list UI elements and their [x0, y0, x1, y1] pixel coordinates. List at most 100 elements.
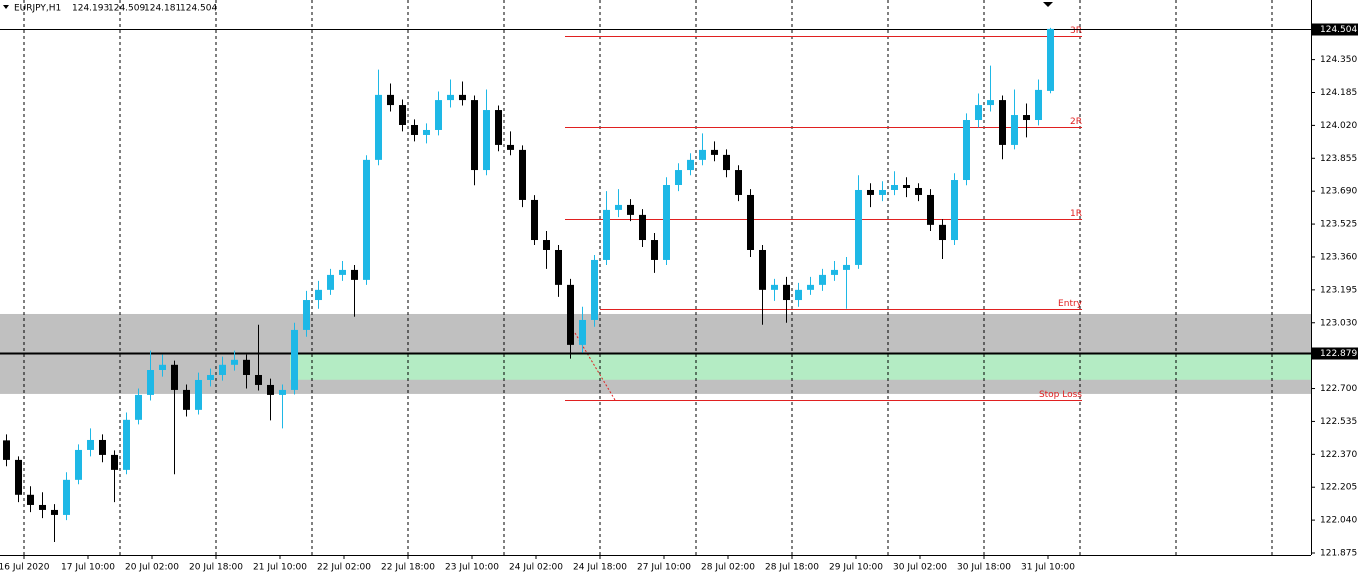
candle-body [147, 370, 154, 395]
y-tick-label: 123.360 [1320, 252, 1357, 262]
candle-body [351, 269, 358, 280]
x-tick-label: 24 Jul 18:00 [573, 563, 627, 573]
x-tick-label: 29 Jul 10:00 [829, 563, 883, 573]
candle-body [855, 189, 862, 265]
candle-body [663, 185, 670, 260]
candle-body [519, 149, 526, 200]
candle-body [111, 454, 118, 470]
candle-body [219, 364, 226, 375]
candle-body [267, 384, 274, 395]
candle-body [1047, 28, 1054, 91]
x-tick-label: 23 Jul 10:00 [445, 563, 499, 573]
candle-body [603, 209, 610, 260]
y-tick-label: 122.205 [1320, 483, 1357, 493]
candle-body [171, 364, 178, 390]
candle-body [867, 189, 874, 195]
candle-body [795, 289, 802, 301]
level-label: Entry [1058, 299, 1083, 309]
candle-body [471, 100, 478, 171]
y-tick-label: 121.875 [1320, 549, 1357, 559]
x-tick-label: 22 Jul 18:00 [381, 563, 435, 573]
candle-body [615, 204, 622, 210]
candle-body [27, 494, 34, 505]
x-tick-label: 16 Jul 2020 [0, 563, 50, 573]
y-tick-label: 124.020 [1320, 121, 1357, 131]
candle-body [63, 479, 70, 515]
x-tick-label: 20 Jul 18:00 [189, 563, 243, 573]
candle-body [99, 439, 106, 455]
level-label: 3R [1070, 26, 1082, 36]
header-value: 124.181 [144, 4, 181, 14]
candle-body [291, 329, 298, 390]
level-label: 2R [1070, 117, 1082, 127]
hline-label-box [1312, 347, 1358, 360]
x-tick-label: 30 Jul 02:00 [893, 563, 947, 573]
candle-body [15, 459, 22, 495]
candle-body [999, 100, 1006, 145]
candle-body [711, 149, 718, 155]
candle-body [747, 194, 754, 250]
candle-body [483, 110, 490, 171]
bar-marker [1043, 2, 1053, 7]
candle-body [435, 100, 442, 130]
candle-body [975, 105, 982, 121]
x-tick-label: 28 Jul 02:00 [701, 563, 755, 573]
candle-body [363, 159, 370, 280]
candle-body [903, 185, 910, 188]
candle-body [987, 100, 994, 106]
candle-body [411, 124, 418, 135]
candle-body [375, 94, 382, 160]
candle-body [831, 269, 838, 275]
hline-label: 122.879 [1320, 349, 1357, 359]
candle-body [423, 129, 430, 135]
candle-body [723, 154, 730, 171]
x-tick-label: 28 Jul 18:00 [765, 563, 819, 573]
candle-body [507, 144, 514, 150]
candle-body [927, 194, 934, 225]
candle-body [651, 240, 658, 260]
candle-body [123, 419, 130, 470]
candle-body [771, 284, 778, 290]
candle-body [591, 259, 598, 320]
candle-body [687, 159, 694, 171]
y-tick-label: 122.700 [1320, 384, 1357, 394]
candle-body [915, 187, 922, 195]
x-tick-label: 20 Jul 02:00 [125, 563, 179, 573]
candle-body [207, 374, 214, 380]
candle-body [1023, 115, 1030, 121]
candle-body [639, 214, 646, 241]
y-tick-label: 123.030 [1320, 318, 1357, 328]
candle-body [567, 284, 574, 345]
header-value: 124.509 [108, 4, 145, 14]
candle-body [543, 240, 550, 250]
candle-body [315, 289, 322, 301]
candle-body [759, 249, 766, 290]
candle-body [879, 189, 886, 195]
candle-body [195, 379, 202, 410]
candle-body [735, 170, 742, 195]
candle-body [459, 94, 466, 101]
candle-body [279, 389, 286, 395]
candle-body [3, 440, 10, 460]
candle-body [243, 359, 250, 375]
x-tick-label: 21 Jul 10:00 [253, 563, 307, 573]
candle-body [675, 170, 682, 185]
y-tick-label: 124.350 [1320, 55, 1357, 65]
price-label-box [1312, 23, 1358, 36]
candle-body [951, 180, 958, 241]
candle-body [399, 105, 406, 125]
candle-body [75, 449, 82, 480]
candle-body [891, 185, 898, 190]
y-tick-label: 122.370 [1320, 450, 1357, 460]
candle-body [531, 199, 538, 241]
x-tick-label: 17 Jul 10:00 [61, 563, 115, 573]
y-tick-label: 122.040 [1320, 516, 1357, 526]
candle-body [387, 94, 394, 106]
candle-body [579, 319, 586, 345]
x-tick-label: 31 Jul 10:00 [1021, 563, 1075, 573]
candle-body [783, 284, 790, 301]
x-tick-label: 24 Jul 02:00 [509, 563, 563, 573]
